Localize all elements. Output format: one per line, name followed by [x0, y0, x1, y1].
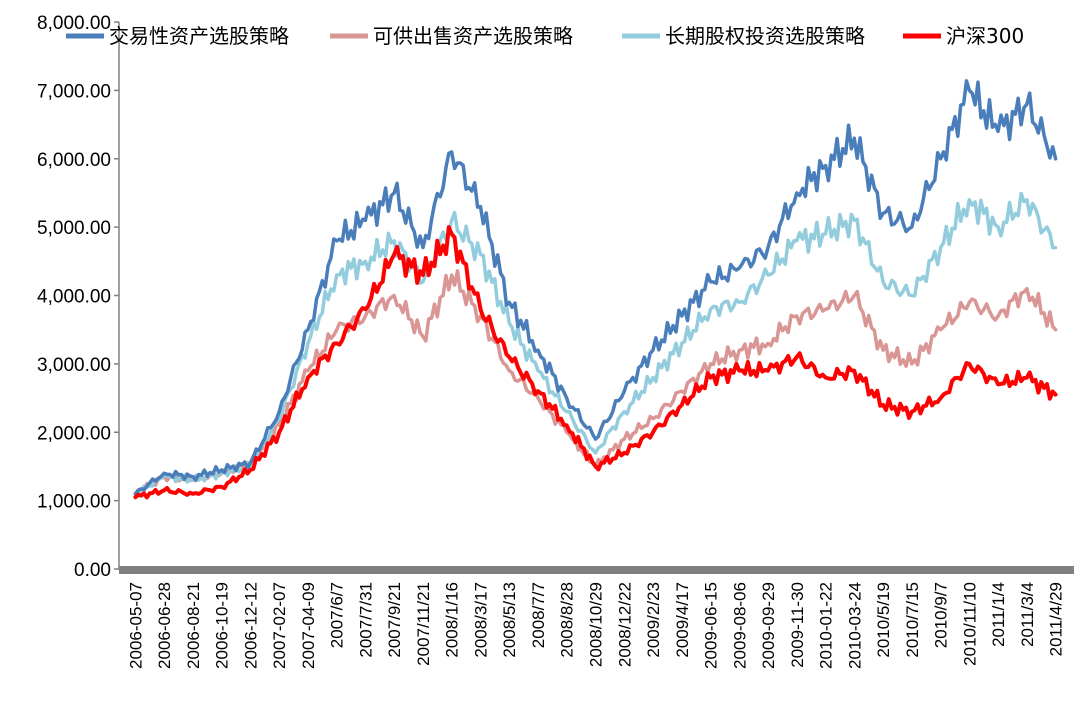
- y-tick-label: 4,000.00: [37, 287, 111, 308]
- x-tick-label: 2008/8/28: [558, 582, 577, 658]
- x-tick-label: 2010/5/19: [874, 582, 893, 658]
- x-tick-label: 2011/3/4: [1018, 582, 1037, 647]
- x-tick-label: 2008/1/16: [443, 582, 462, 658]
- y-tick-label: 0.00: [74, 560, 111, 581]
- x-tick-label: 2008/5/13: [500, 582, 519, 658]
- x-axis: [119, 566, 1074, 574]
- x-tick-label: 2007/9/21: [385, 582, 404, 658]
- x-tick-label: 2009-09-29: [759, 582, 778, 669]
- series-line: [133, 79, 1058, 496]
- series-line: [133, 269, 1058, 496]
- legend-label: 长期股权投资选股策略: [665, 24, 865, 48]
- y-tick-label: 6,000.00: [37, 150, 111, 171]
- x-tick-label: 2008/7/7: [529, 582, 548, 648]
- y-tick-label: 8,000.00: [37, 13, 111, 34]
- x-tick-labels: 2006-05-07 2006-06-28 2006-08-21 2006-10-19…: [126, 582, 1065, 669]
- series-line: [133, 191, 1058, 496]
- x-tick-label: 2010/9/7: [932, 582, 951, 648]
- y-tick-label: 1,000.00: [37, 492, 111, 513]
- x-tick-label: 2006-12-12: [241, 582, 260, 669]
- series-layer: [133, 79, 1058, 500]
- x-tick-label: 2006-08-21: [184, 582, 203, 669]
- x-tick-label: 2010/11/10: [960, 582, 979, 666]
- x-tick-label: 2009-06-15: [702, 582, 721, 669]
- x-tick-label: 2007/7/31: [356, 582, 375, 658]
- x-tick-label: 2007/11/21: [414, 582, 433, 666]
- y-tick-labels: 0.00 1,000.00 2,000.00 3,000.00 4,000.00 5,00…: [37, 13, 119, 581]
- y-tick-label: 7,000.00: [37, 81, 111, 102]
- x-tick-label: 2010-01-22: [817, 582, 836, 669]
- x-tick-label: 2008/3/17: [471, 582, 490, 658]
- legend: 交易性资产选股策略 可供出售资产选股策略 长期股权投资选股策略 沪深300: [66, 24, 1024, 48]
- y-tick-label: 2,000.00: [37, 423, 111, 444]
- x-tick-label: 2008/12/22: [615, 582, 634, 667]
- x-tick-label: 2010/7/15: [903, 582, 922, 658]
- legend-label: 交易性资产选股策略: [109, 24, 289, 48]
- legend-label: 沪深300: [946, 24, 1024, 48]
- x-tick-label: 2007-04-09: [299, 582, 318, 669]
- series-line: [133, 225, 1058, 500]
- x-tick-label: 2007/6/7: [328, 582, 347, 648]
- x-tick-label: 2009/2/23: [644, 582, 663, 658]
- legend-label: 可供出售资产选股策略: [373, 24, 573, 48]
- y-tick-label: 3,000.00: [37, 355, 111, 376]
- x-tick-label: 2008/10/29: [587, 582, 606, 667]
- x-tick-label: 2006-06-28: [155, 582, 174, 669]
- x-tick-label: 2011/4/29: [1047, 582, 1066, 656]
- x-tick-label: 2009/4/17: [673, 582, 692, 658]
- y-tick-label: 5,000.00: [37, 218, 111, 239]
- x-tick-label: 2006-05-07: [126, 582, 145, 669]
- x-tick-label: 2010-03-24: [845, 582, 864, 669]
- x-tick-label: 2006-10-19: [213, 582, 232, 669]
- x-tick-label: 2009-11-30: [788, 582, 807, 668]
- x-tick-label: 2009-08-06: [730, 582, 749, 669]
- x-tick-label: 2007-02-07: [270, 582, 289, 669]
- x-tick-label: 2011/1/4: [989, 582, 1008, 647]
